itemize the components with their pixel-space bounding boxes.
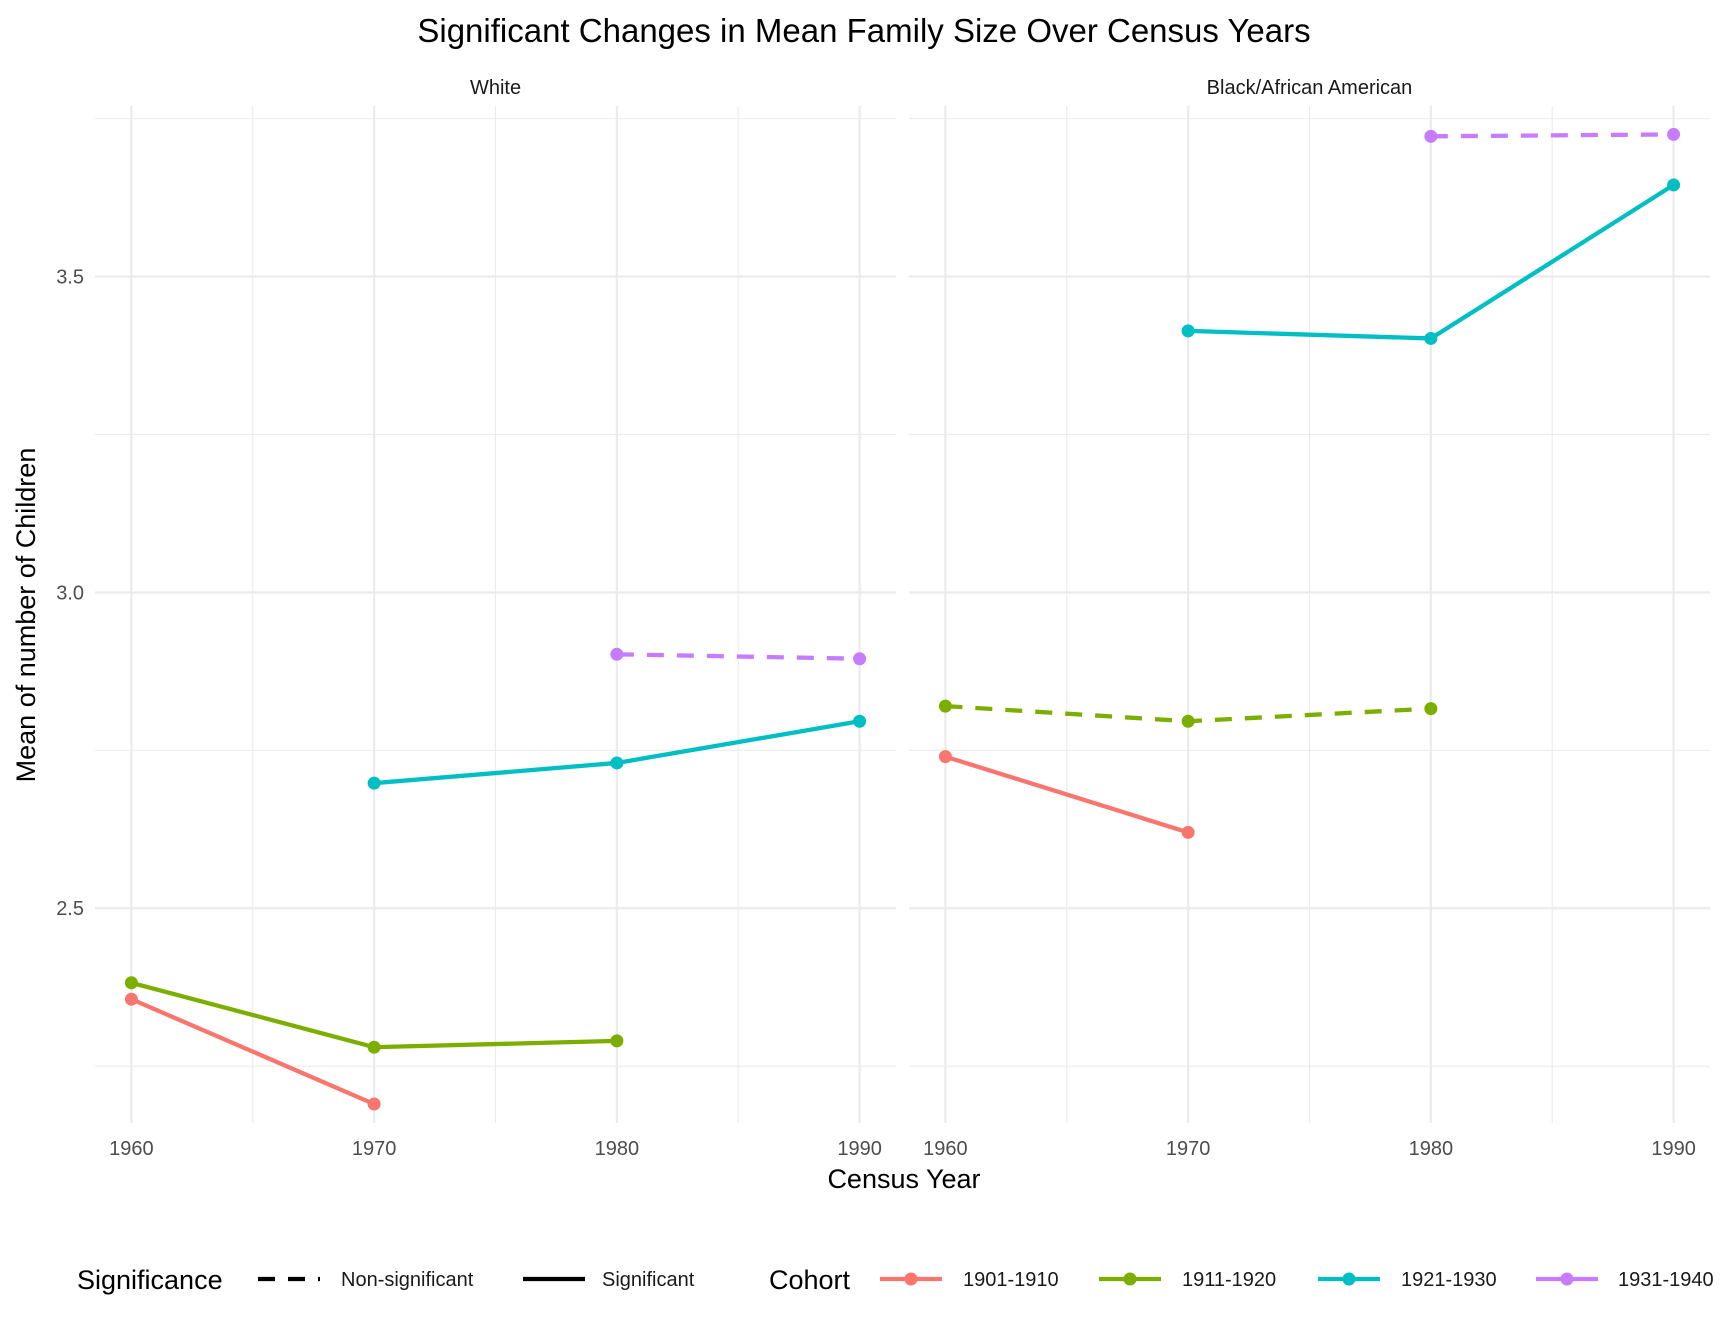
x-tick-label: 1990 <box>1651 1138 1696 1160</box>
data-point <box>1181 324 1195 338</box>
data-point <box>1667 178 1681 192</box>
legend-label-cohort: 1911-1920 <box>1182 1269 1276 1291</box>
y-tick-label: 3.5 <box>56 267 84 289</box>
data-point <box>610 756 624 770</box>
y-tick-label: 3.0 <box>56 582 84 604</box>
data-point <box>1424 331 1438 345</box>
data-point <box>938 699 952 713</box>
data-point <box>1667 127 1681 141</box>
data-point <box>610 647 624 661</box>
legend-label-cohort: 1901-1910 <box>963 1269 1059 1291</box>
facet-label: Black/African American <box>1207 77 1413 99</box>
data-point <box>1424 702 1438 716</box>
data-point <box>610 1034 624 1048</box>
legend-label-significance: Non-significant <box>341 1269 474 1291</box>
series-1931-1940 <box>1424 127 1681 143</box>
y-axis-title: Mean of number of Children <box>11 448 41 783</box>
series-1931-1940 <box>610 647 867 666</box>
series-line <box>130 997 375 1107</box>
x-tick-label: 1990 <box>837 1138 882 1160</box>
legend-key-cohort-point <box>904 1272 918 1286</box>
series-1901-1910 <box>938 750 1195 839</box>
series-1911-1920 <box>124 976 624 1054</box>
y-tick-label: 2.5 <box>56 898 84 920</box>
data-point <box>124 992 138 1006</box>
legend-title-cohort: Cohort <box>769 1265 851 1295</box>
series-1921-1930 <box>367 714 867 790</box>
panel-black-african-american: Black/African American 1960 1970 1980 1990 <box>909 77 1710 1160</box>
data-point <box>853 652 867 666</box>
legend-label-cohort: 1931-1940 <box>1618 1269 1714 1291</box>
x-axis-title: Census Year <box>827 1164 980 1194</box>
series-line <box>1430 132 1674 139</box>
legend: Significance Non-significant Significant Co… <box>77 1265 1714 1295</box>
legend-title-significance: Significance <box>77 1265 223 1295</box>
series-1911-1920 <box>938 699 1438 728</box>
data-point <box>367 776 381 790</box>
data-point <box>938 750 952 764</box>
series-1901-1910 <box>124 992 381 1111</box>
panel-white: White 1960 1970 1980 1990 2.5 3.0 3.5 <box>56 77 896 1160</box>
panels: White 1960 1970 1980 1990 2.5 3.0 3.5 Black/Afri… <box>56 77 1710 1160</box>
series-line <box>944 754 1189 835</box>
x-tick-label: 1960 <box>923 1138 968 1160</box>
data-point <box>124 976 138 990</box>
data-point <box>367 1097 381 1111</box>
x-tick-label: 1960 <box>109 1138 154 1160</box>
facet-label: White <box>470 77 521 99</box>
data-point <box>1181 825 1195 839</box>
data-point <box>367 1040 381 1054</box>
chart-title: Significant Changes in Mean Family Size … <box>417 12 1310 49</box>
data-point <box>1424 129 1438 143</box>
legend-label-significance: Significant <box>602 1269 695 1291</box>
legend-key-cohort-point <box>1560 1272 1574 1286</box>
legend-label-cohort: 1921-1930 <box>1401 1269 1497 1291</box>
x-tick-label: 1970 <box>352 1138 397 1160</box>
legend-key-cohort-point <box>1342 1272 1356 1286</box>
data-point <box>1181 714 1195 728</box>
series-line <box>616 652 860 661</box>
data-point <box>853 714 867 728</box>
series-1921-1930 <box>1181 178 1681 345</box>
x-tick-label: 1980 <box>595 1138 640 1160</box>
x-tick-label: 1970 <box>1166 1138 1211 1160</box>
x-tick-label: 1980 <box>1409 1138 1454 1160</box>
legend-key-cohort-point <box>1123 1272 1137 1286</box>
